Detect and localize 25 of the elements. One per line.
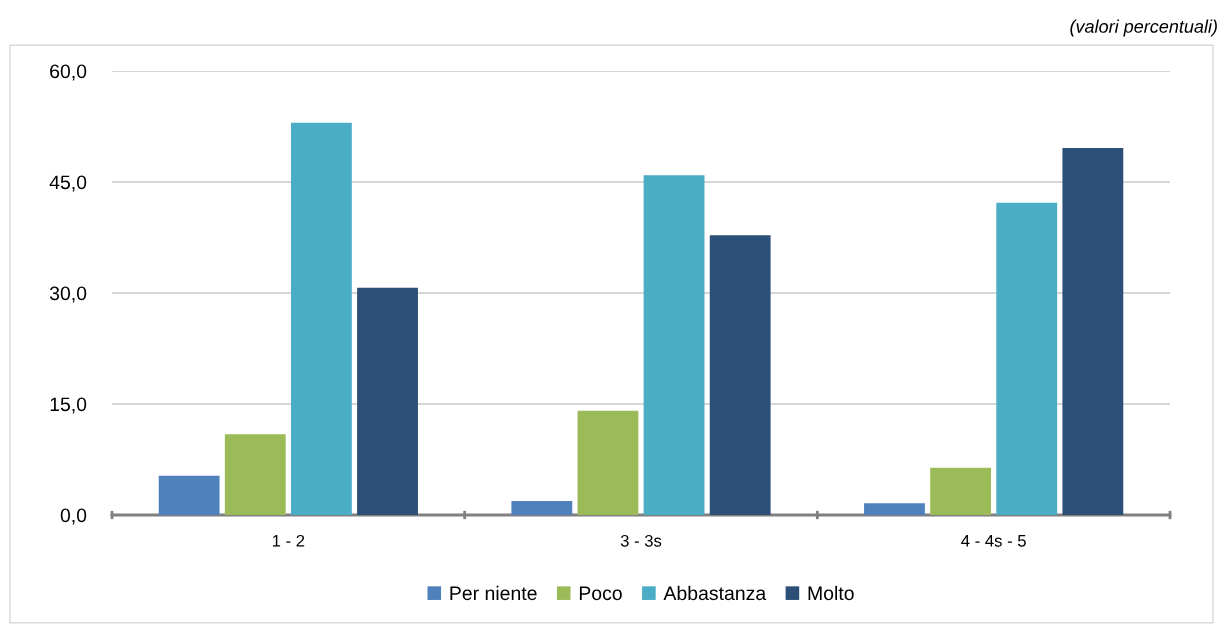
y-tick-label: 0,0	[60, 508, 87, 525]
x-tick-label: 4 - 4s - 5	[961, 535, 1026, 547]
bar	[996, 202, 1058, 515]
bar	[577, 410, 639, 515]
bar	[224, 434, 286, 515]
x-tick-label: 1 - 2	[272, 534, 305, 547]
y-tick-label: 60,0	[50, 64, 87, 81]
bar	[511, 500, 573, 515]
legend-label: Molto	[808, 585, 854, 601]
bar	[1062, 147, 1124, 515]
bar	[158, 475, 220, 515]
y-tick-label: 30,0	[49, 286, 87, 303]
y-tick-label: 15,0	[50, 397, 87, 414]
x-tick-label: 3 - 3s	[620, 534, 662, 547]
bar	[709, 235, 771, 515]
bar	[930, 467, 992, 515]
legend-label: Per niente	[450, 585, 537, 601]
legend-label: Poco	[579, 586, 622, 601]
bar	[864, 503, 925, 515]
y-tick-label: 45,0	[49, 175, 87, 192]
chart-subtitle: (valori percentuali)	[1070, 19, 1217, 37]
bar	[357, 287, 418, 515]
bar	[643, 175, 705, 515]
legend-label: Abbastanza	[663, 585, 767, 601]
bar	[290, 122, 352, 515]
